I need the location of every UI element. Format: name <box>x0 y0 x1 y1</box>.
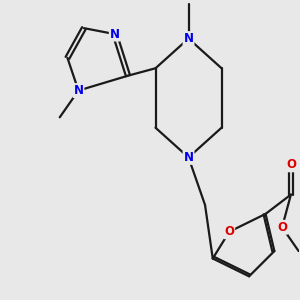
Text: N: N <box>184 32 194 45</box>
Text: N: N <box>74 84 83 97</box>
Text: O: O <box>224 225 234 238</box>
Text: N: N <box>184 151 194 164</box>
Text: O: O <box>286 158 296 171</box>
Text: N: N <box>110 28 120 40</box>
Text: O: O <box>277 221 287 234</box>
